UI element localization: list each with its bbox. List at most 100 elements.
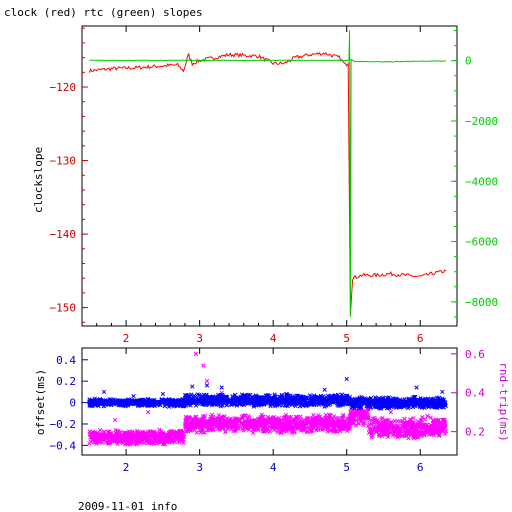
scatter-point-rndtrip — [335, 420, 340, 425]
scatter-point-rndtrip — [327, 415, 332, 421]
top-x-tick-label: 4 — [270, 332, 277, 345]
outlier-point-rndtrip — [201, 363, 206, 368]
bottom-y-tick-label: −0.2 — [50, 418, 77, 431]
top-y2-tick-label: −8000 — [465, 296, 498, 309]
scatter-point-rndtrip — [236, 426, 241, 431]
scatter-point-rndtrip — [164, 431, 169, 437]
scatter-point-rndtrip — [156, 435, 162, 441]
scatter-point-rndtrip — [258, 418, 263, 423]
scatter-point-rndtrip — [168, 437, 173, 442]
scatter-point-rndtrip — [218, 417, 223, 423]
scatter-point-rndtrip — [263, 419, 268, 424]
scatter-point-rndtrip — [267, 429, 273, 434]
scatter-point-rndtrip — [163, 436, 169, 441]
bottom-x-tick-label: 6 — [417, 461, 424, 474]
outlier-point-rndtrip — [112, 417, 118, 423]
series-offset — [87, 376, 448, 411]
top-y2-tick-label: −2000 — [465, 115, 498, 128]
scatter-point-rndtrip — [158, 439, 163, 445]
scatter-point-rndtrip — [202, 430, 207, 435]
scatter-point-rndtrip — [392, 418, 398, 424]
outlier-point-offset — [204, 383, 210, 388]
scatter-point-rndtrip — [267, 417, 272, 422]
scatter-point-rndtrip — [312, 421, 317, 426]
scatter-point-rndtrip — [129, 441, 135, 446]
scatter-point-rndtrip — [331, 424, 336, 429]
top-y2-tick-label: 0 — [465, 55, 472, 68]
scatter-point-rndtrip — [223, 421, 228, 427]
bottom-right-y-axis: 0.6 0.4 0.2 — [451, 348, 485, 439]
scatter-point-rndtrip — [351, 410, 357, 415]
scatter-point-rndtrip — [102, 437, 107, 442]
scatter-point-rndtrip — [204, 424, 210, 430]
footer-info: 2009-11-01 info — [78, 500, 177, 512]
bottom-y-axis-label: offset(ms) — [34, 369, 47, 435]
scatter-point-rndtrip — [252, 419, 257, 424]
bottom-x-tick-label: 5 — [343, 461, 350, 474]
scatter-point-rndtrip — [326, 419, 331, 425]
scatter-point-rndtrip — [329, 420, 334, 426]
scatter-point-rndtrip — [105, 429, 111, 435]
bottom-x-tick-label: 3 — [196, 461, 203, 474]
scatter-point-rndtrip — [406, 436, 411, 441]
scatter-point-rndtrip — [121, 432, 126, 438]
scatter-point-rndtrip — [200, 427, 205, 432]
scatter-point-rndtrip — [170, 436, 176, 441]
scatter-point-rndtrip — [289, 425, 294, 430]
scatter-point-rndtrip — [261, 423, 266, 428]
top-y2-tick-label: −4000 — [465, 175, 498, 188]
scatter-point-rndtrip — [108, 430, 113, 436]
scatter-point-rndtrip — [167, 433, 172, 439]
top-x-tick-label: 6 — [417, 332, 424, 345]
scatter-point-rndtrip — [110, 438, 116, 443]
top-x-axis: 2 3 4 5 6 — [96, 26, 424, 345]
scatter-point-rndtrip — [340, 413, 346, 418]
scatter-point-rndtrip — [133, 441, 139, 446]
scatter-point-rndtrip — [287, 420, 293, 425]
scatter-point-rndtrip — [318, 426, 323, 431]
scatter-point-rndtrip — [291, 430, 297, 435]
scatter-point-rndtrip — [130, 436, 136, 441]
scatter-point-rndtrip — [323, 425, 328, 430]
scatter-point-rndtrip — [211, 425, 216, 430]
scatter-point-rndtrip — [136, 431, 141, 436]
scatter-point-rndtrip — [298, 417, 303, 422]
scatter-point-rndtrip — [362, 411, 368, 416]
top-y-tick-label: −140 — [50, 228, 77, 241]
scatter-point-rndtrip — [185, 415, 191, 420]
scatter-point-rndtrip — [157, 427, 162, 432]
scatter-point-rndtrip — [187, 422, 192, 427]
scatter-point-rndtrip — [340, 426, 345, 431]
scatter-point-rndtrip — [316, 413, 321, 418]
scatter-point-rndtrip — [94, 430, 100, 436]
bottom-y-tick-label: 0.2 — [56, 375, 76, 388]
scatter-point-rndtrip — [271, 421, 276, 426]
bottom-y-tick-label: 0.4 — [56, 354, 76, 367]
top-x-tick-label: 3 — [196, 332, 203, 345]
scatter-point-rndtrip — [107, 440, 112, 446]
scatter-point-rndtrip — [195, 425, 200, 430]
scatter-point-rndtrip — [251, 423, 256, 428]
scatter-point-rndtrip — [314, 419, 320, 425]
scatter-point-rndtrip — [251, 430, 256, 436]
scatter-point-rndtrip — [327, 412, 332, 417]
scatter-point-rndtrip — [170, 431, 176, 436]
scatter-point-rndtrip — [294, 421, 300, 426]
scatter-point-rndtrip — [92, 440, 97, 445]
scatter-point-rndtrip — [148, 431, 153, 436]
scatter-point-rndtrip — [193, 419, 199, 424]
top-x-tick-label: 2 — [123, 332, 130, 345]
scatter-point-rndtrip — [115, 441, 120, 447]
outlier-point-rndtrip — [388, 410, 393, 415]
scatter-point-rndtrip — [325, 429, 330, 434]
scatter-point-rndtrip — [142, 437, 147, 442]
bottom-y2-tick-label: 0.4 — [465, 387, 485, 400]
scatter-point-rndtrip — [154, 441, 160, 446]
scatter-point-rndtrip — [304, 425, 310, 431]
scatter-point-rndtrip — [242, 420, 248, 426]
scatter-point-rndtrip — [260, 428, 265, 434]
scatter-point-rndtrip — [310, 418, 315, 423]
series-rndtrip — [87, 351, 449, 447]
scatter-point-rndtrip — [179, 436, 185, 442]
scatter-point-rndtrip — [311, 412, 316, 418]
